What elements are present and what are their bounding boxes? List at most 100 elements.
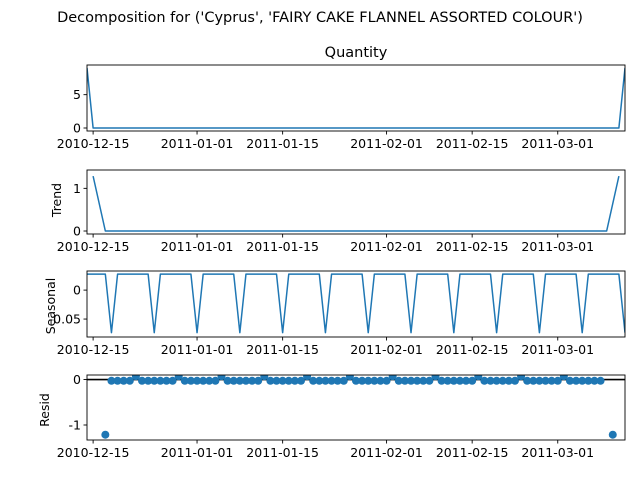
seasonal-ytick-label: -0.05 (49, 312, 81, 327)
resid-point (180, 376, 189, 385)
seasonal-xtick-label: 2011-03-01 (521, 342, 594, 357)
resid-point (321, 376, 330, 385)
quantity-xtick-label: 2011-02-01 (350, 136, 423, 151)
seasonal-ylabel: Seasonal (43, 278, 58, 335)
resid-point (468, 376, 477, 385)
trend-ylabel: Trend (49, 183, 64, 218)
seasonal-xtick-label: 2010-12-15 (57, 342, 130, 357)
resid-point (235, 376, 244, 385)
resid-point (284, 376, 293, 385)
resid-point (315, 376, 324, 385)
quantity-xtick-label: 2010-12-15 (57, 136, 130, 151)
resid-point (345, 375, 354, 381)
trend-ytick-label: 1 (73, 181, 81, 196)
resid-point (596, 376, 605, 385)
resid-point (407, 376, 416, 385)
resid-point (309, 376, 318, 385)
trend-ytick-label: 0 (73, 224, 81, 239)
seasonal-xtick-label: 2011-01-01 (161, 342, 234, 357)
resid-point (572, 376, 581, 385)
resid-point (413, 376, 422, 385)
quantity-ytick-label: 0 (73, 121, 81, 136)
resid-point (486, 376, 495, 385)
resid-point (303, 375, 312, 381)
seasonal-xtick-label: 2011-02-01 (350, 342, 423, 357)
resid-xtick-label: 2011-01-01 (161, 445, 234, 460)
resid-axes-frame (86, 374, 626, 441)
seasonal-xtick-label: 2011-01-15 (246, 342, 319, 357)
resid-xtick-label: 2010-12-15 (57, 445, 130, 460)
resid-point (565, 376, 574, 385)
resid-point (211, 376, 220, 385)
seasonal-data (87, 273, 625, 334)
trend-xtick-label: 2010-12-15 (57, 239, 130, 254)
resid-point (223, 376, 232, 385)
resid-point (370, 376, 379, 385)
resid-point (449, 376, 458, 385)
resid-point (492, 376, 501, 385)
resid-point (388, 375, 397, 381)
resid-point (541, 376, 550, 385)
resid-point (186, 376, 195, 385)
resid-data (87, 375, 625, 439)
resid-point (144, 376, 153, 385)
resid-point (523, 376, 532, 385)
resid-point (517, 375, 526, 381)
resid-point (290, 376, 299, 385)
resid-point (425, 376, 434, 385)
resid-point (382, 376, 391, 385)
resid-point (455, 376, 464, 385)
trend-xtick-label: 2011-02-01 (350, 239, 423, 254)
resid-point (193, 376, 202, 385)
resid-point (113, 376, 122, 385)
trend-axes-frame (86, 169, 626, 235)
resid-point (608, 430, 617, 439)
trend-xtick-label: 2011-03-01 (521, 239, 594, 254)
resid-point (168, 376, 177, 385)
resid-point (162, 376, 171, 385)
resid-point (327, 376, 336, 385)
resid-xtick-label: 2011-02-15 (436, 445, 509, 460)
quantity-ytick-label: 5 (73, 87, 81, 102)
resid-point (101, 430, 110, 439)
panel-resid: Resid 0 -1 2010-12-15 2011-01-01 2011-01-15 2… (37, 372, 626, 460)
resid-point (229, 376, 238, 385)
resid-point (474, 375, 483, 381)
quantity-panel-title: Quantity (325, 45, 388, 61)
panel-quantity: Quantity 0 5 2010-12-15 2011-01-01 2011-01-1… (57, 45, 626, 151)
trend-xtick-label: 2011-01-01 (161, 239, 234, 254)
resid-point (590, 376, 599, 385)
resid-xtick-label: 2011-01-15 (246, 445, 319, 460)
resid-point (535, 376, 544, 385)
resid-point (199, 376, 208, 385)
resid-point (296, 376, 305, 385)
seasonal-axes-frame (86, 270, 626, 338)
resid-point (272, 376, 281, 385)
resid-point (510, 376, 519, 385)
quantity-xtick-label: 2011-03-01 (521, 136, 594, 151)
resid-point (559, 375, 568, 381)
resid-point (352, 376, 360, 385)
trend-xtick-label: 2011-02-15 (436, 239, 509, 254)
trend-data (92, 175, 620, 232)
resid-point (443, 376, 452, 385)
resid-xtick-label: 2011-02-01 (350, 445, 423, 460)
quantity-series-line (87, 67, 625, 129)
resid-point (480, 376, 489, 385)
resid-point (278, 376, 287, 385)
resid-point (400, 376, 409, 385)
resid-point (205, 376, 214, 385)
resid-ytick-label: 0 (73, 372, 81, 387)
resid-point (156, 376, 165, 385)
seasonal-series-line (87, 273, 625, 334)
resid-point (241, 376, 250, 385)
quantity-xtick-label: 2011-02-15 (436, 136, 509, 151)
resid-point (462, 376, 471, 385)
resid-point (498, 376, 507, 385)
resid-point (431, 375, 440, 381)
quantity-data (87, 67, 625, 129)
resid-point (339, 376, 348, 385)
resid-ytick-label: -1 (69, 418, 81, 433)
quantity-xtick-label: 2011-01-15 (246, 136, 319, 151)
